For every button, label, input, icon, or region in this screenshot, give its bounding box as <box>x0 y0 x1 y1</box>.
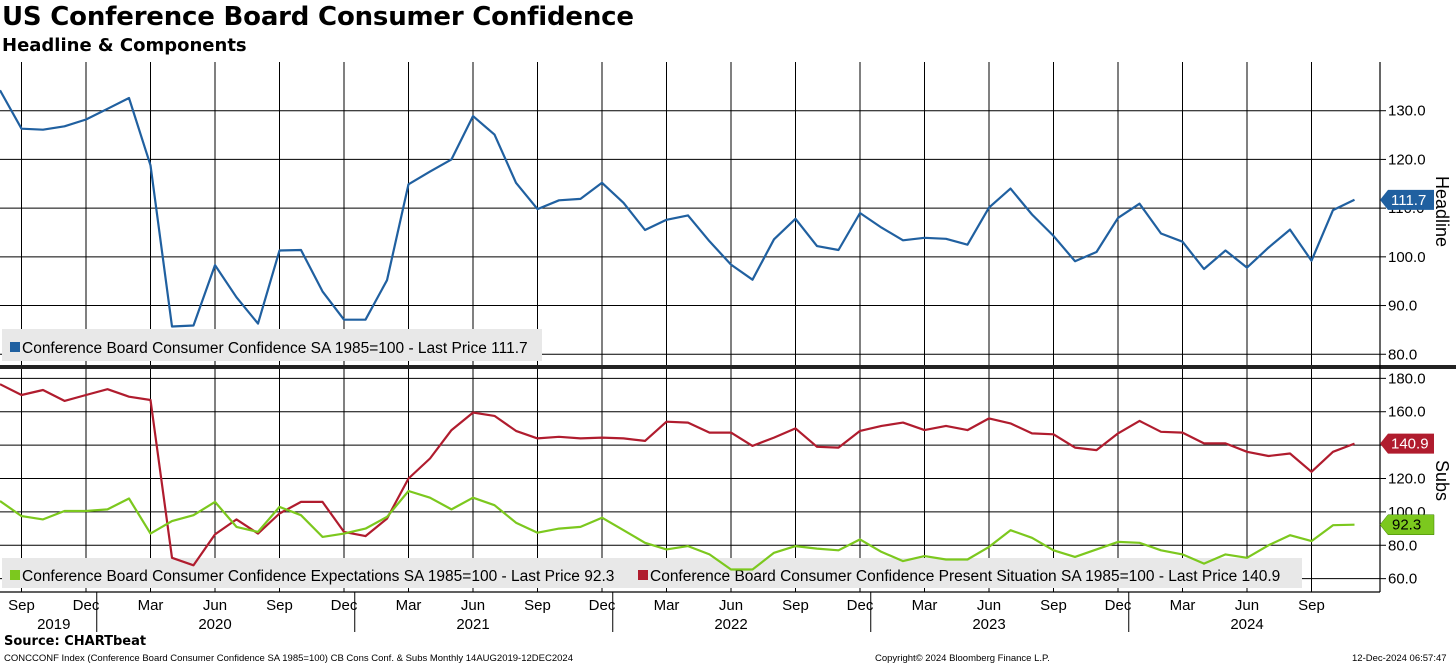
x-month-label: Dec <box>1105 597 1132 614</box>
headline-legend-background <box>2 329 542 361</box>
subs-y-tick-label: 120.0 <box>1388 470 1426 487</box>
expectations-series-line <box>0 489 1355 571</box>
x-axis-layer: Sep Dec Mar Jun Sep Dec Mar Jun Sep Dec Mar Jun Sep D… <box>0 591 1380 633</box>
x-month-label: Jun <box>461 597 485 614</box>
x-month-label: Sep <box>1298 597 1325 614</box>
subs-y-tick-label: 80.0 <box>1388 537 1417 554</box>
expectations-legend-swatch <box>10 570 20 580</box>
headline-y-tick-label: 130.0 <box>1388 103 1426 120</box>
subs-y-tick-label: 160.0 <box>1388 404 1426 421</box>
x-year-label: 2024 <box>1230 616 1263 633</box>
headline-last-price-tag-label: 111.7 <box>1391 192 1426 209</box>
x-month-label: Jun <box>203 597 227 614</box>
headline-y-tick-label: 80.0 <box>1388 346 1417 363</box>
x-month-label: Sep <box>1040 597 1067 614</box>
headline-y-tick-label: 120.0 <box>1388 151 1426 168</box>
headline-legend-swatch <box>10 342 20 352</box>
chart-subtitle: Headline & Components <box>2 35 247 56</box>
subs-y-tick-label: 60.0 <box>1388 571 1417 588</box>
x-month-label: Mar <box>912 597 938 614</box>
timestamp: 12-Dec-2024 06:57:47 <box>1352 653 1447 664</box>
subs-legend: Conference Board Consumer Confidence Exp… <box>2 558 1302 588</box>
subs-axis-title: Subs <box>1432 460 1452 501</box>
x-year-label: 2021 <box>456 616 489 633</box>
source-note: Source: CHARTbeat <box>4 634 147 649</box>
last-price-tags: 111.7 140.9 92.3 <box>1379 189 1435 535</box>
x-month-label: Mar <box>1170 597 1196 614</box>
x-month-label: Jun <box>719 597 743 614</box>
x-month-label: Mar <box>654 597 680 614</box>
x-year-label: 2019 <box>37 616 70 633</box>
present-last-price-tag-label: 140.9 <box>1391 436 1429 453</box>
x-month-label: Sep <box>266 597 293 614</box>
grid-lines <box>0 62 1380 592</box>
x-month-label: Dec <box>589 597 616 614</box>
headline-series-line <box>0 89 1355 328</box>
x-year-label: 2020 <box>198 616 231 633</box>
headline-legend: Conference Board Consumer Confidence SA … <box>2 329 542 361</box>
copyright-note: Copyright© 2024 Bloomberg Finance L.P. <box>875 653 1050 664</box>
x-year-label: 2023 <box>972 616 1005 633</box>
x-month-label: Sep <box>8 597 35 614</box>
chart-title: US Conference Board Consumer Confidence <box>2 2 634 32</box>
subs-legend-background <box>2 558 1302 588</box>
x-month-label: Sep <box>782 597 809 614</box>
present-legend-label: Conference Board Consumer Confidence Pre… <box>650 568 1280 585</box>
x-month-label: Jun <box>1235 597 1259 614</box>
panel-divider <box>0 365 1456 369</box>
x-month-label: Dec <box>847 597 874 614</box>
x-month-label: Mar <box>396 597 422 614</box>
series-layer <box>0 89 1355 571</box>
headline-last-price-tag <box>1380 189 1434 210</box>
expectations-last-price-tag-label: 92.3 <box>1392 517 1421 534</box>
panel-divider-bar <box>0 365 1456 369</box>
subs-y-tick-label: 180.0 <box>1388 370 1426 387</box>
headline-legend-label: Conference Board Consumer Confidence SA … <box>22 340 528 357</box>
index-info: CONCCONF Index (Conference Board Consume… <box>4 653 573 664</box>
headline-y-tick-label: 90.0 <box>1388 298 1417 315</box>
x-month-label: Mar <box>138 597 164 614</box>
present-legend-swatch <box>638 570 648 580</box>
expectations-legend-label: Conference Board Consumer Confidence Exp… <box>22 568 614 585</box>
x-month-label: Sep <box>524 597 551 614</box>
headline-y-tick-label: 100.0 <box>1388 249 1426 266</box>
y-axis-layer: 80.090.0100.0110.0120.0130.060.080.0100.… <box>1379 62 1426 592</box>
x-month-label: Dec <box>331 597 358 614</box>
x-month-label: Dec <box>73 597 100 614</box>
present-situation-series-line <box>0 383 1355 567</box>
headline-axis-title: Headline <box>1432 176 1452 247</box>
expectations-last-price-tag <box>1379 514 1435 535</box>
x-month-label: Jun <box>977 597 1001 614</box>
x-year-label: 2022 <box>714 616 747 633</box>
present-last-price-tag <box>1380 433 1434 454</box>
